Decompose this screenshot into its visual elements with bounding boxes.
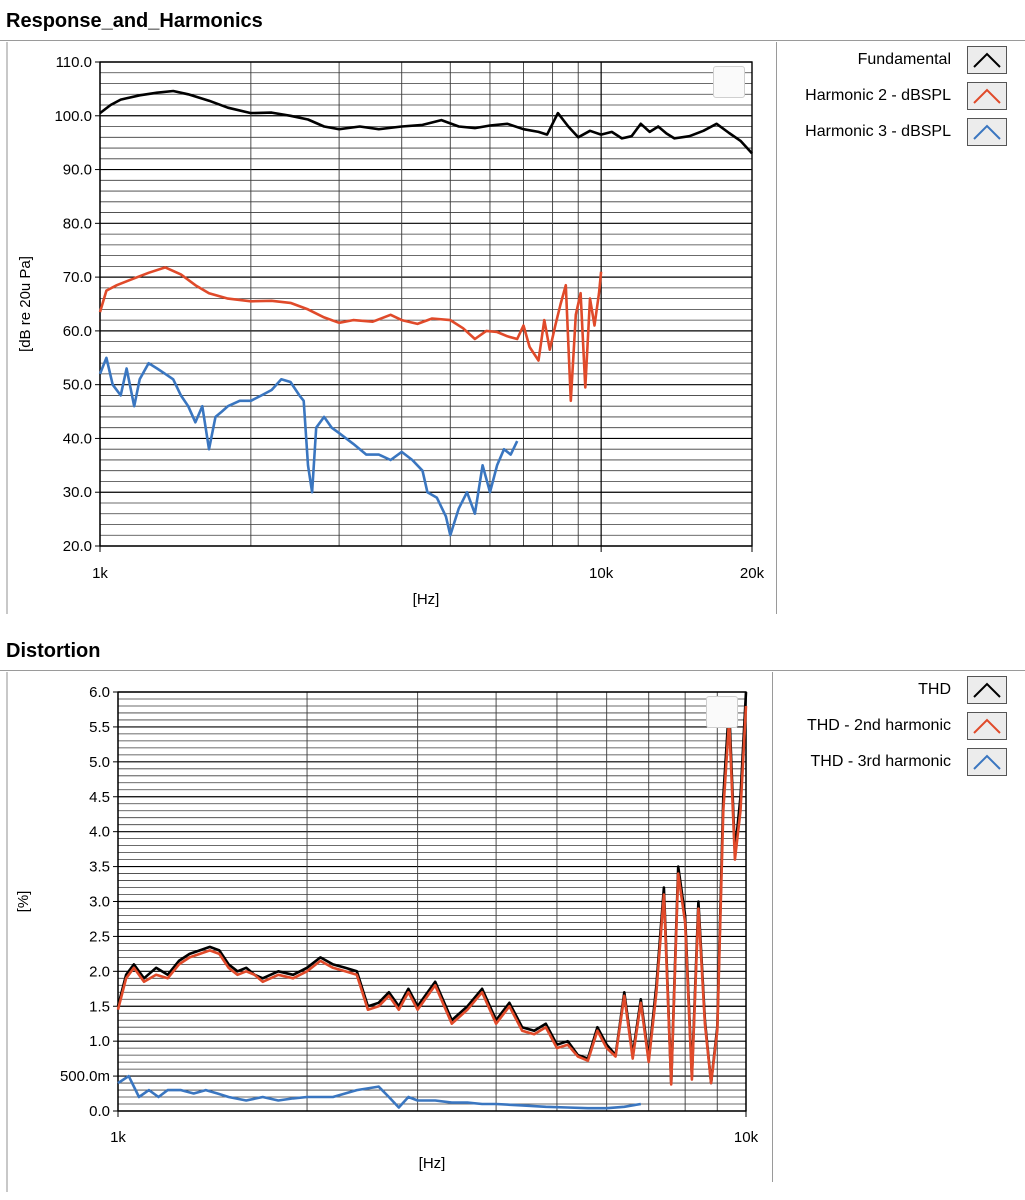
legend-swatch-icon[interactable]	[967, 118, 1007, 146]
y-tick-label: 90.0	[63, 162, 92, 179]
y-tick-label: 5.5	[89, 719, 110, 736]
legend-label: THD	[918, 681, 951, 698]
series-line-2	[98, 266, 603, 403]
y-tick-label: 1.5	[89, 998, 110, 1015]
legend-label: Fundamental	[857, 51, 951, 68]
legend-item[interactable]: Harmonic 3 - dBSPL	[805, 114, 1007, 150]
x-axis-label: [Hz]	[419, 1155, 446, 1172]
graph-tools-icon[interactable]	[713, 66, 745, 98]
x-tick-label: 1k	[92, 565, 108, 582]
y-tick-label: 4.0	[89, 824, 110, 841]
y-tick-label: 4.5	[89, 789, 110, 806]
legend-swatch-icon[interactable]	[967, 748, 1007, 776]
distortion-chart[interactable]: 0.0 500.0m 1.0 1.5 2.0 2.5 3.0 3.5 4.0 4.5 5.0 5.5 6…	[0, 640, 1025, 1200]
y-tick-label: 100.0	[54, 108, 92, 125]
series-line-3	[117, 1074, 642, 1110]
y-tick-label: 500.0m	[60, 1068, 110, 1085]
y-tick-label: 1.0	[89, 1033, 110, 1050]
legend-label: THD - 3rd harmonic	[810, 753, 951, 770]
legend-swatch-icon[interactable]	[967, 46, 1007, 74]
legend-label: THD - 2nd harmonic	[806, 717, 951, 734]
legend-distortion: THD THD - 2nd harmonic THD - 3rd harmonic	[807, 672, 1007, 780]
x-tick-label: 10k	[589, 565, 614, 582]
legend-item[interactable]: THD	[807, 672, 1007, 708]
y-tick-label: 2.0	[89, 963, 110, 980]
y-axis-label: [dB re 20u Pa]	[17, 256, 34, 352]
y-tick-label: 40.0	[63, 430, 92, 447]
chart-title-distortion: Distortion	[6, 640, 101, 662]
legend-response: Fundamental Harmonic 2 - dBSPL Harmonic 3 …	[805, 42, 1007, 150]
y-tick-label: 60.0	[63, 323, 92, 340]
legend-divider	[772, 672, 773, 1182]
y-tick-label: 110.0	[56, 54, 92, 71]
plot-border	[99, 61, 753, 547]
response-chart[interactable]: 20.0 30.0 40.0 50.0 60.0 70.0 80.0 90.0 100.0 110…	[0, 0, 1025, 620]
series-line-3	[98, 356, 519, 537]
y-tick-label: 70.0	[63, 269, 92, 286]
chart-frame-left	[6, 672, 8, 1192]
series-line-2	[116, 705, 748, 1086]
x-tick-label: 1k	[110, 1129, 126, 1146]
y-tick-label: 6.0	[89, 684, 110, 701]
title-rule	[0, 40, 1025, 41]
legend-label: Harmonic 2 - dBSPL	[805, 87, 951, 104]
y-axis-label: [%]	[15, 891, 32, 913]
y-tick-label: 3.5	[89, 859, 110, 876]
y-tick-label: 2.5	[89, 928, 110, 945]
legend-item[interactable]: THD - 2nd harmonic	[807, 708, 1007, 744]
y-tick-label: 50.0	[63, 377, 92, 394]
chart-title-response: Response_and_Harmonics	[6, 10, 263, 32]
legend-item[interactable]: Fundamental	[805, 42, 1007, 78]
title-rule	[0, 670, 1025, 671]
x-tick-label: 10k	[734, 1129, 759, 1146]
legend-divider	[776, 42, 777, 614]
y-tick-label: 3.0	[89, 894, 110, 911]
y-tick-label: 30.0	[63, 484, 92, 501]
x-tick-label: 20k	[740, 565, 765, 582]
legend-item[interactable]: Harmonic 2 - dBSPL	[805, 78, 1007, 114]
legend-item[interactable]: THD - 3rd harmonic	[807, 744, 1007, 780]
legend-label: Harmonic 3 - dBSPL	[805, 123, 951, 140]
series-line-1	[99, 89, 753, 155]
chart-frame-left	[6, 42, 8, 614]
y-tick-label: 5.0	[89, 754, 110, 771]
y-tick-label: 20.0	[63, 538, 92, 555]
x-axis-label: [Hz]	[413, 591, 440, 608]
y-tick-label: 80.0	[63, 215, 92, 232]
graph-tools-icon[interactable]	[706, 696, 738, 728]
legend-swatch-icon[interactable]	[967, 712, 1007, 740]
legend-swatch-icon[interactable]	[967, 676, 1007, 704]
legend-swatch-icon[interactable]	[967, 82, 1007, 110]
y-tick-label: 0.0	[89, 1103, 110, 1120]
plot-area	[100, 62, 752, 546]
